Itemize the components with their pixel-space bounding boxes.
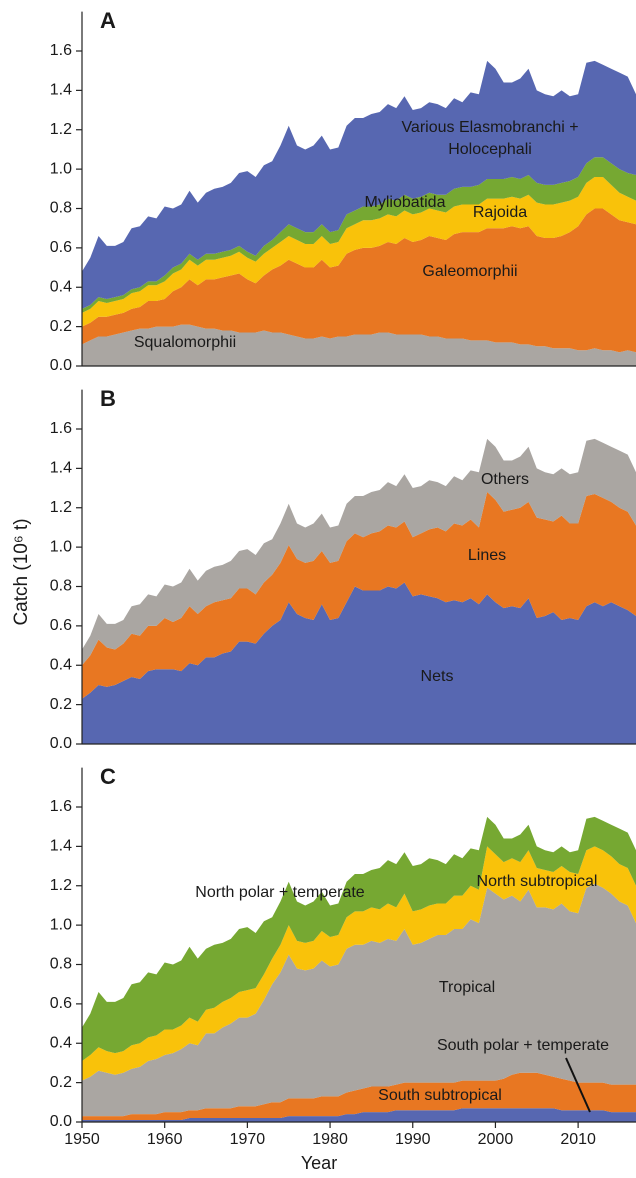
y-tick-label: 0.8 [50,956,72,973]
y-tick-label: 0.0 [50,1113,72,1130]
area [82,846,636,1081]
area-label: South subtropical [378,1087,502,1104]
area [82,883,636,1117]
y-tick-label: 0.6 [50,995,72,1012]
y-tick-label: 0.4 [50,278,72,295]
area [82,177,636,327]
area [82,582,636,744]
y-tick-label: 1.0 [50,538,72,555]
area-label: Various Elasmobranchi + Holocephali [401,119,578,158]
x-axis-label: Year [301,1153,337,1173]
area [82,1072,636,1121]
y-tick-label: 0.8 [50,200,72,217]
annotation-arrow [565,1057,591,1113]
y-tick-label: 1.2 [50,877,72,894]
area [82,492,636,699]
area-label: Galeomorphii [422,263,517,280]
area [82,324,636,366]
area-label: Others [481,471,529,488]
area-label: Myliobatida [365,194,446,211]
y-tick-label: 0.2 [50,1074,72,1091]
area [82,1108,636,1122]
y-tick-label: 1.0 [50,916,72,933]
x-tick-label: 1990 [395,1131,431,1148]
area [82,438,636,666]
panel-letter: A [100,8,116,33]
area-label: Lines [468,547,506,564]
y-tick-label: 0.0 [50,735,72,752]
area-label: Rajoida [473,204,527,221]
y-tick-label: 1.4 [50,460,72,477]
panel-letter: C [100,764,116,789]
x-tick-label: 2010 [560,1131,596,1148]
area-label: North subtropical [477,873,598,890]
y-tick-label: 1.4 [50,82,72,99]
panel-letter: B [100,386,116,411]
x-tick-label: 1970 [230,1131,266,1148]
y-tick-label: 1.6 [50,42,72,59]
area-label: Tropical [439,979,495,996]
area-label: Nets [421,668,454,685]
y-axis-label: Catch (10⁶ t) [11,518,32,625]
area [82,60,636,309]
x-tick-label: 1960 [147,1131,183,1148]
y-tick-label: 1.6 [50,798,72,815]
area-label: South polar + temperate [437,1037,609,1054]
area-label: North polar + temperate [195,884,365,901]
y-tick-label: 1.0 [50,160,72,177]
y-tick-label: 0.8 [50,578,72,595]
y-tick-label: 0.6 [50,239,72,256]
y-tick-label: 0.4 [50,1034,72,1051]
x-tick-label: 2000 [478,1131,514,1148]
y-tick-label: 1.2 [50,121,72,138]
y-tick-label: 0.6 [50,617,72,634]
y-tick-label: 0.4 [50,656,72,673]
x-tick-label: 1980 [312,1131,348,1148]
y-tick-label: 1.6 [50,420,72,437]
y-tick-label: 1.4 [50,838,72,855]
y-tick-label: 0.2 [50,318,72,335]
y-tick-label: 0.0 [50,357,72,374]
area [82,157,636,313]
area-label: Squalomorphii [134,334,236,351]
area [82,208,636,353]
area [82,816,636,1061]
x-tick-label: 1950 [64,1131,100,1148]
y-tick-label: 1.2 [50,499,72,516]
y-tick-label: 0.2 [50,696,72,713]
